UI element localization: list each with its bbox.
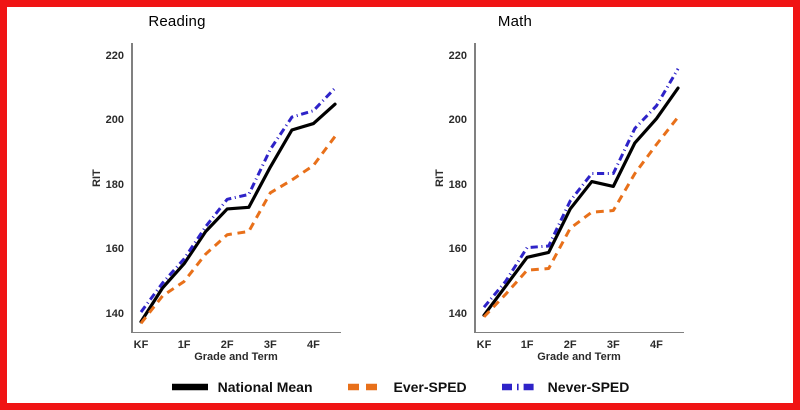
legend-line-solid [171,383,208,391]
legend-line-dashed [347,383,384,391]
y-axis-tick-label: 140 [105,307,124,320]
chart-legend: National Mean Ever-SPED Never-SPED [7,379,793,395]
series-line-ever-sped [139,135,337,325]
series-layer-math [482,68,680,318]
plot-area-math: 140 160 180 200 220 KF 1F 2F 3F 4F [449,43,684,351]
x-axis-tick-label: KF [476,339,492,351]
y-axis-tick-label: 200 [105,114,124,127]
legend-item-national-mean[interactable]: National Mean [171,379,313,395]
x-axis-tick-label: KF [133,339,149,351]
x-axis-line-math [474,331,684,333]
chart-panel-math: Math RIT 140 160 180 200 220 KF 1F 2F 3F 4F Grade… [362,7,712,367]
chart-panel-reading: Reading RIT 140 160 180 200 220 KF 1F 2F 3F 4F Gr… [19,7,369,367]
y-axis-tick-label: 180 [105,178,124,191]
x-axis-tick-label: 1F [520,339,534,351]
x-axis-tick-label: 3F [263,339,277,351]
y-axis-tick-label: 180 [448,178,467,191]
x-axis-tick-label: 3F [606,339,620,351]
x-axis-tick-label: 1F [177,339,191,351]
series-line-never-sped [139,87,337,313]
x-axis-tick-label: 2F [220,339,234,351]
x-axis-tick-label: 2F [563,339,577,351]
x-axis-tick-label: 4F [307,339,320,351]
x-axis-tick-label: 4F [650,339,663,351]
series-layer-reading [139,87,337,325]
y-axis-tick-label: 200 [448,114,467,127]
legend-line-dash-dot [501,383,538,391]
plot-area-reading: 140 160 180 200 220 KF 1F 2F 3F 4F [106,43,341,351]
x-axis-label-math: Grade and Term [537,351,621,363]
y-axis-label-math: RIT [434,169,446,187]
legend-label: Ever-SPED [393,379,467,395]
legend-item-ever-sped[interactable]: Ever-SPED [347,379,467,395]
y-axis-line-reading [131,43,133,333]
legend-label: Never-SPED [547,379,630,395]
y-axis-label-reading: RIT [91,169,103,187]
y-axis-tick-label: 160 [105,243,124,256]
series-line-national-mean [482,86,680,317]
legend-label: National Mean [217,379,313,395]
y-axis-line-math [474,43,476,333]
legend-item-never-sped[interactable]: Never-SPED [501,379,630,395]
y-axis-tick-label: 160 [448,243,467,256]
panel-title-math: Math [497,13,533,30]
panel-title-reading: Reading [148,13,206,30]
x-axis-label-reading: Grade and Term [194,351,278,363]
series-line-ever-sped [482,116,680,318]
y-axis-tick-label: 140 [448,307,467,320]
x-axis-line-reading [131,331,341,333]
series-line-national-mean [139,102,337,324]
figure-canvas: Reading RIT 140 160 180 200 220 KF 1F 2F 3F 4F Gr… [7,7,793,403]
y-axis-tick-label: 220 [105,49,124,62]
y-axis-tick-label: 220 [448,49,467,62]
series-line-never-sped [482,68,680,309]
